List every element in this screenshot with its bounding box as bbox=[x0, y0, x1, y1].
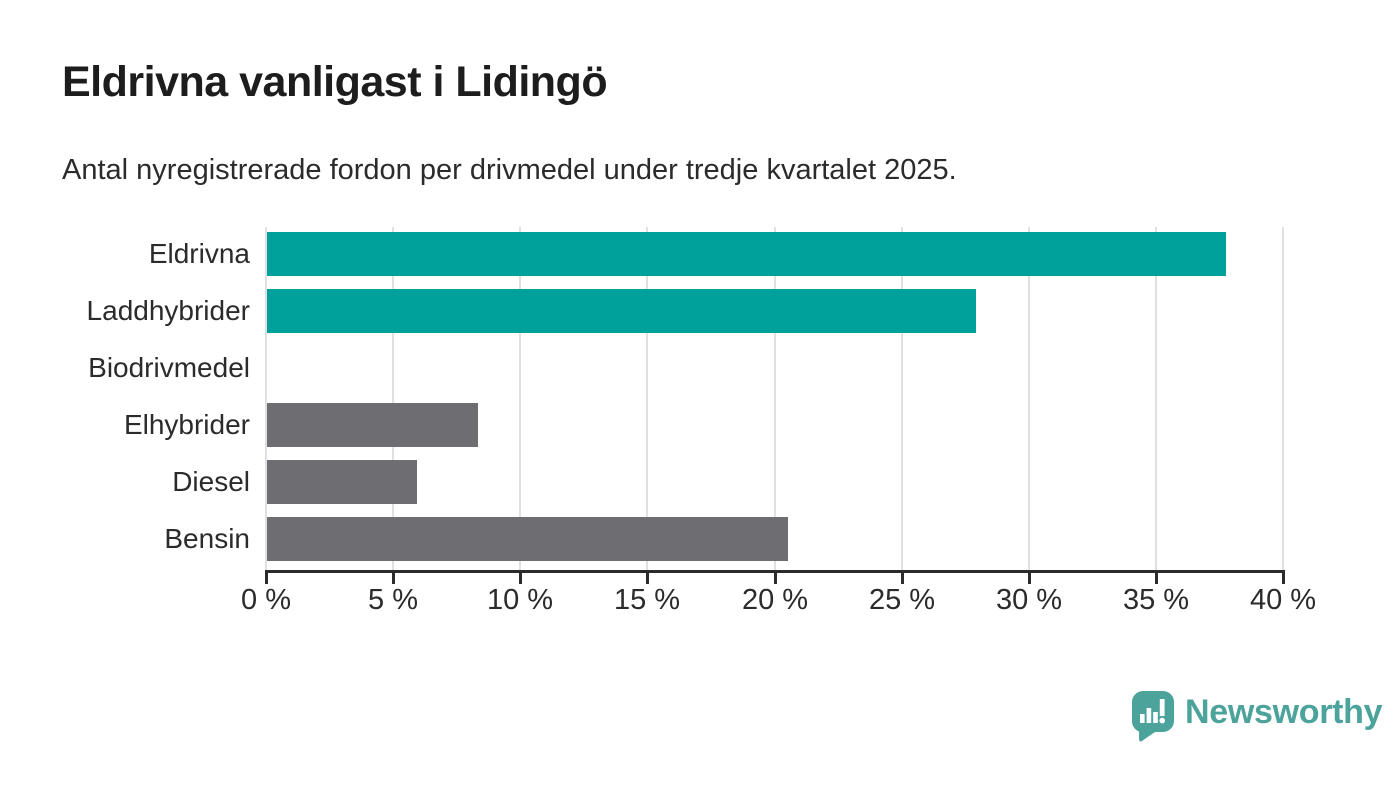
axis-tick-0% bbox=[265, 573, 268, 584]
gridline-10% bbox=[519, 227, 521, 571]
bar-laddhybrider bbox=[267, 289, 976, 333]
gridline-0% bbox=[265, 227, 267, 571]
tick-label-30%: 30 % bbox=[995, 584, 1063, 616]
axis-tick-30% bbox=[1028, 573, 1031, 584]
tick-label-35%: 35 % bbox=[1122, 584, 1190, 616]
tick-label-15%: 15 % bbox=[613, 584, 681, 616]
tick-label-5%: 5 % bbox=[368, 584, 418, 616]
bar-diesel bbox=[267, 460, 417, 504]
chart-title: Eldrivna vanligast i Lidingö bbox=[62, 58, 608, 106]
newsworthy-logo: Newsworthy bbox=[1131, 690, 1383, 742]
category-label-diesel: Diesel bbox=[172, 466, 250, 497]
bar-elhybrider bbox=[267, 403, 478, 447]
tick-label-20%: 20 % bbox=[741, 584, 809, 616]
gridline-15% bbox=[646, 227, 648, 571]
tick-label-40%: 40 % bbox=[1249, 584, 1317, 616]
newsworthy-bubble-barchart-icon bbox=[1131, 691, 1174, 742]
plot-area bbox=[265, 227, 1284, 571]
axis-tick-20% bbox=[774, 573, 777, 584]
category-label-bensin: Bensin bbox=[164, 523, 250, 554]
bar-eldrivna bbox=[267, 232, 1226, 276]
newsworthy-logo-text: Newsworthy bbox=[1185, 692, 1383, 731]
axis-tick-35% bbox=[1155, 573, 1158, 584]
gridline-40% bbox=[1282, 227, 1284, 571]
category-label-laddhybrider: Laddhybrider bbox=[86, 295, 250, 326]
axis-tick-15% bbox=[646, 573, 649, 584]
x-axis-line bbox=[265, 570, 1285, 584]
axis-tick-40% bbox=[1282, 573, 1285, 584]
bar-bensin bbox=[267, 517, 788, 561]
tick-label-10%: 10 % bbox=[486, 584, 554, 616]
axis-tick-10% bbox=[519, 573, 522, 584]
chart-subtitle: Antal nyregistrerade fordon per drivmede… bbox=[62, 154, 957, 186]
category-label-biodrivmedel: Biodrivmedel bbox=[88, 352, 250, 383]
gridline-30% bbox=[1028, 227, 1030, 571]
category-label-elhybrider: Elhybrider bbox=[123, 409, 250, 440]
tick-label-0%: 0 % bbox=[241, 584, 291, 616]
gridline-20% bbox=[774, 227, 776, 571]
gridline-35% bbox=[1155, 227, 1157, 571]
tick-label-25%: 25 % bbox=[868, 584, 936, 616]
gridline-25% bbox=[901, 227, 903, 571]
axis-tick-5% bbox=[392, 573, 395, 584]
category-label-eldrivna: Eldrivna bbox=[148, 238, 250, 269]
gridline-5% bbox=[392, 227, 394, 571]
axis-tick-25% bbox=[901, 573, 904, 584]
